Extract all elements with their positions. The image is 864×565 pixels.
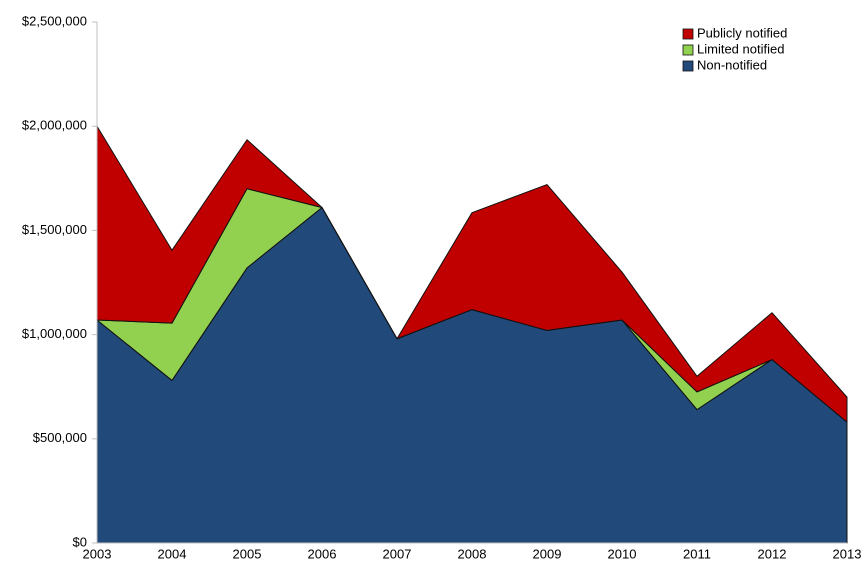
legend-swatch bbox=[682, 44, 694, 56]
legend-swatch bbox=[682, 60, 694, 72]
y-tick-label: $500,000 bbox=[33, 430, 87, 445]
x-tick-label: 2013 bbox=[833, 546, 862, 561]
y-tick-label: $2,000,000 bbox=[22, 118, 87, 133]
legend-swatch bbox=[682, 28, 694, 40]
legend-label: Limited notified bbox=[697, 41, 784, 56]
y-tick-label: $1,500,000 bbox=[22, 222, 87, 237]
y-tick-label: $1,000,000 bbox=[22, 326, 87, 341]
y-tick-label: $2,500,000 bbox=[22, 13, 87, 28]
x-tick-label: 2005 bbox=[233, 546, 262, 561]
x-tick-label: 2010 bbox=[608, 546, 637, 561]
y-tick-label: $0 bbox=[73, 534, 87, 549]
legend-label: Non-notified bbox=[697, 57, 767, 72]
x-tick-label: 2004 bbox=[158, 546, 187, 561]
x-tick-label: 2009 bbox=[533, 546, 562, 561]
x-tick-label: 2006 bbox=[308, 546, 337, 561]
x-tick-label: 2012 bbox=[758, 546, 787, 561]
area bbox=[96, 125, 848, 423]
x-tick-label: 2008 bbox=[458, 546, 487, 561]
legend-label: Publicly notified bbox=[697, 25, 787, 40]
x-tick-label: 2003 bbox=[83, 546, 112, 561]
x-tick-label: 2011 bbox=[683, 546, 711, 561]
x-tick-label: 2007 bbox=[383, 546, 412, 561]
